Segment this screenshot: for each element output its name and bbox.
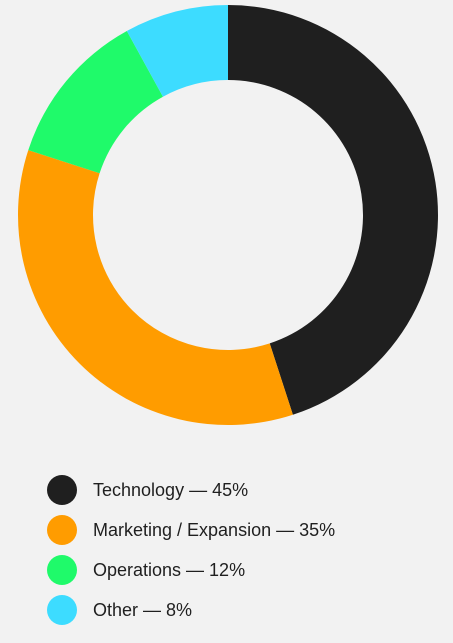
legend-swatch-operations (47, 555, 77, 585)
legend-label-marketing-expansion: Marketing / Expansion — 35% (93, 519, 336, 540)
donut-slice-operations (28, 30, 163, 174)
donut-slice-other (126, 5, 228, 97)
legend-swatch-technology (47, 475, 77, 505)
legend-item-marketing-expansion: Marketing / Expansion — 35% (47, 510, 437, 550)
legend: Technology — 45% Marketing / Expansion —… (47, 470, 437, 630)
legend-item-other: Other — 8% (47, 590, 437, 630)
legend-item-operations: Operations — 12% (47, 550, 437, 590)
legend-swatch-other (47, 595, 77, 625)
legend-label-other: Other — 8% (93, 599, 193, 620)
legend-item-technology: Technology — 45% (47, 470, 437, 510)
donut-slice-technology (228, 5, 438, 415)
legend-label-technology: Technology — 45% (93, 479, 249, 500)
donut-chart (17, 5, 438, 425)
legend-label-operations: Operations — 12% (93, 559, 246, 580)
legend-swatch-marketing-expansion (47, 515, 77, 545)
donut-slice-marketing-expansion (17, 150, 293, 425)
